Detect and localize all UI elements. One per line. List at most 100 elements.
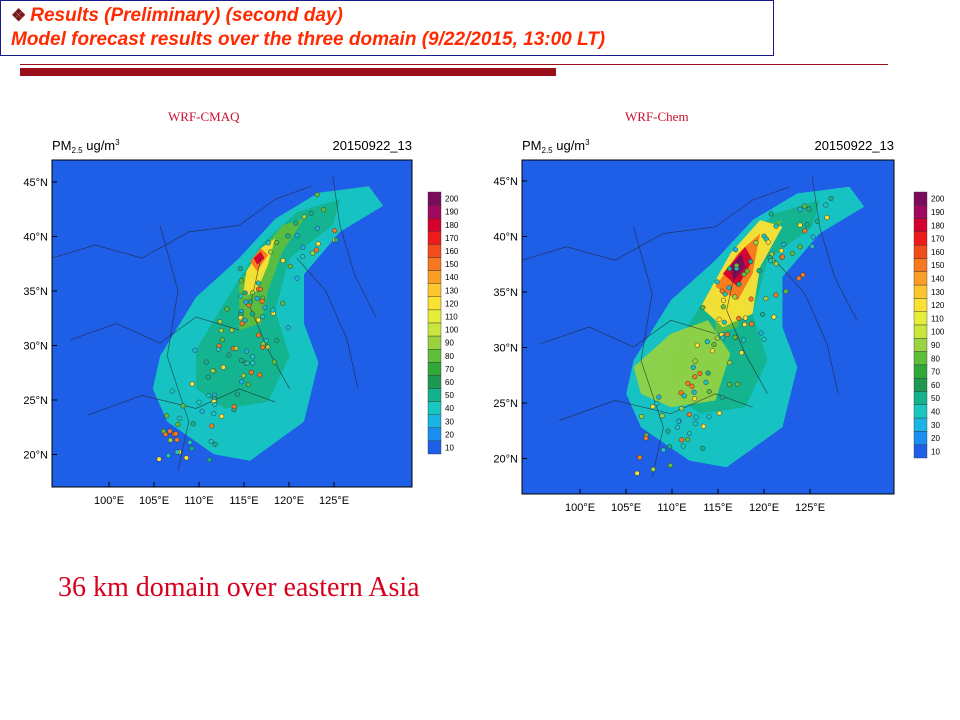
station-marker [720,335,726,341]
diamond-bullet-icon: ❖ [11,6,27,25]
station-marker [300,254,306,260]
lon-tick-label: 115°E [703,502,732,514]
colorbar-swatch [913,377,928,392]
station-marker [263,338,269,344]
station-marker [719,288,725,294]
colorbar-swatch [913,244,928,259]
colorbar-label: 100 [445,326,459,335]
concentration-area [196,199,340,409]
station-marker [700,445,706,451]
colorbar-swatch [913,231,928,246]
lon-tick-label: 110°E [184,495,213,507]
station-marker [183,455,189,461]
station-marker [206,457,213,463]
map-panel-wrf-cmaq: PM2.5 ug/m3 20150922_13 45°N 40°N 35°N 30°N 25… [23,138,459,507]
station-marker [727,382,733,388]
station-marker [313,247,319,253]
station-marker [714,335,720,341]
station-marker [245,382,251,388]
station-marker [212,441,218,447]
station-marker [773,261,779,267]
boundary-line [51,185,312,259]
station-marker [244,348,250,354]
title-line-2: Model forecast results over the three do… [11,29,606,50]
station-marker [242,290,248,296]
plot-frame [521,159,895,495]
station-marker [760,311,766,317]
colorbar-swatch [427,362,442,376]
colorbar-label: 90 [931,341,940,350]
colorbar-swatch [427,309,442,324]
colorbar-label: 110 [931,314,944,323]
station-marker [242,317,248,323]
station-marker [189,445,195,452]
lat-tick-label: 30°N [493,343,518,355]
station-marker [280,257,286,264]
domain-caption: 36 km domain over eastern Asia [58,572,420,603]
colorbar-swatch [913,311,928,326]
station-marker [734,262,740,269]
station-marker [810,234,816,240]
station-marker [271,359,277,365]
station-marker [692,358,698,364]
colorbar-swatch [427,414,442,429]
station-marker [187,439,193,445]
colorbar-swatch [913,364,928,379]
station-marker [250,290,256,296]
station-marker [300,244,306,250]
station-marker [797,206,803,212]
station-marker [287,263,293,269]
station-marker [824,214,830,221]
station-marker [700,423,707,429]
colorbar-label: 60 [445,378,454,387]
station-marker [212,401,218,408]
station-marker [727,266,733,272]
colorbar-label: 160 [931,248,945,257]
station-marker [257,286,263,292]
station-marker [697,370,703,377]
station-marker [796,275,802,281]
station-marker [321,207,327,213]
station-marker [177,415,183,421]
station-marker [274,337,280,344]
concentration-area [239,218,304,330]
station-marker [219,337,225,343]
lon-tick-label: 115°E [229,495,258,507]
station-marker [237,266,243,272]
station-marker [248,369,254,375]
station-marker [720,297,727,303]
station-marker [692,421,698,427]
units-superscript: 3 [115,138,120,147]
station-marker [720,304,726,310]
station-marker [823,202,829,208]
station-marker [260,344,266,350]
station-marker [732,294,738,300]
boundary-line [87,388,276,416]
station-marker [164,413,170,419]
station-marker [333,237,340,243]
colorbar-swatch [427,217,442,232]
lon-tick-label: 125°E [795,502,825,514]
colorbar-swatch [427,375,442,389]
colorbar-swatch [913,431,928,445]
station-marker [255,332,262,338]
station-marker [165,453,171,459]
variable-name: PM [522,138,542,153]
lon-tick-label: 105°E [139,495,169,507]
lon-tick-label: 120°E [749,502,779,514]
colorbar-label: 20 [445,430,454,439]
colorbar-swatch [913,338,928,352]
colorbar-label: 40 [931,407,940,416]
colorbar-label: 50 [445,391,454,400]
station-marker [724,331,730,337]
station-marker [650,466,656,472]
station-marker [173,431,179,437]
station-marker [244,360,250,366]
lat-tick-label: 20°N [493,454,518,466]
station-marker [802,228,808,234]
station-marker [705,370,711,376]
station-marker [691,389,697,395]
title-text-1: Results (Preliminary) (second day) [30,5,343,26]
station-marker [650,404,656,410]
station-marker [726,285,732,291]
